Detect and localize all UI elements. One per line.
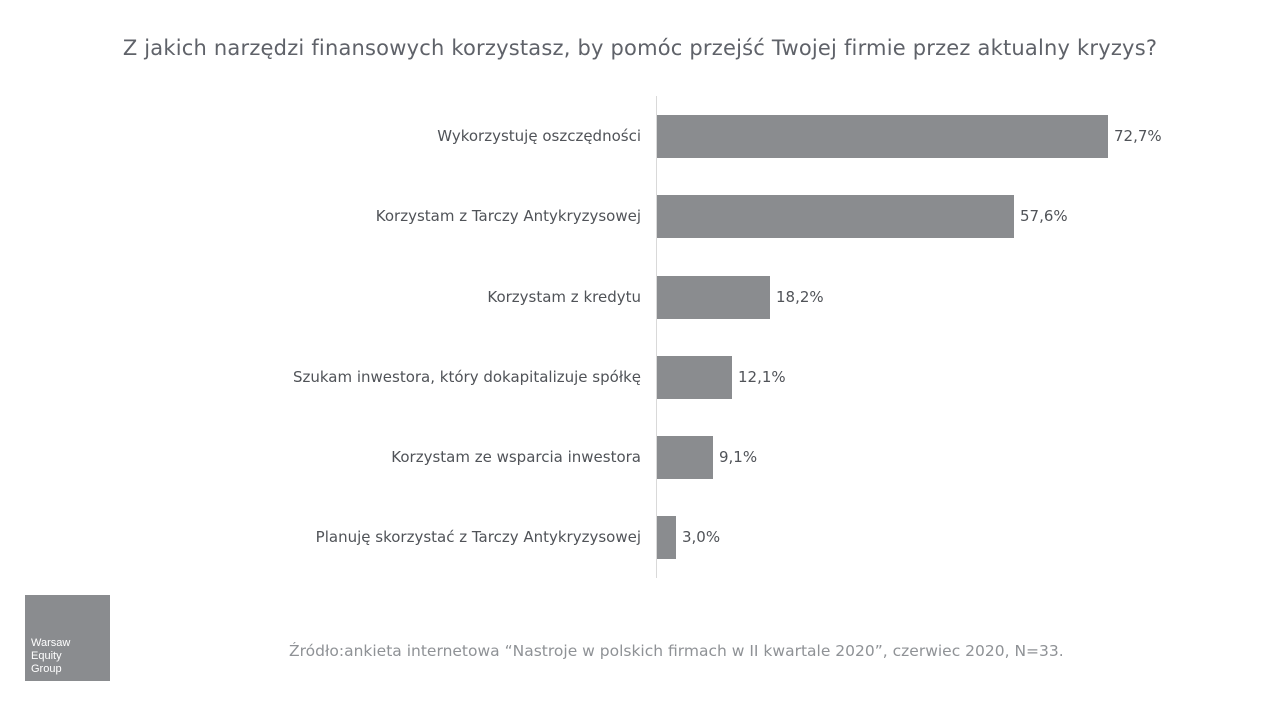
bar-row: Szukam inwestora, który dokapitalizuje s…	[0, 356, 1280, 399]
source-note: Źródło:ankieta internetowa “Nastroje w p…	[289, 642, 1064, 660]
category-axis-line	[656, 96, 657, 578]
logo-line-1: Warsaw	[31, 637, 71, 649]
bar	[657, 115, 1108, 158]
value-label: 57,6%	[1020, 207, 1068, 225]
category-label: Planuję skorzystać z Tarczy Antykryzysow…	[315, 528, 641, 546]
bar-row: Wykorzystuję oszczędności 72,7%	[0, 115, 1280, 158]
value-label: 3,0%	[682, 528, 721, 546]
bar	[657, 356, 732, 399]
value-label: 72,7%	[1114, 127, 1162, 145]
value-label: 18,2%	[776, 288, 824, 306]
category-label: Wykorzystuję oszczędności	[437, 127, 641, 145]
bar-row: Korzystam z Tarczy Antykryzysowej 57,6%	[0, 195, 1280, 238]
category-label: Szukam inwestora, który dokapitalizuje s…	[292, 368, 641, 386]
bar	[657, 516, 676, 559]
logo-line-2: Equity	[31, 650, 62, 662]
bar-row: Korzystam ze wsparcia inwestora 9,1%	[0, 436, 1280, 479]
value-label: 12,1%	[738, 368, 786, 386]
bar	[657, 436, 713, 479]
bar	[657, 276, 770, 319]
category-label: Korzystam z Tarczy Antykryzysowej	[375, 207, 641, 225]
bar-row: Planuję skorzystać z Tarczy Antykryzysow…	[0, 516, 1280, 559]
chart-title: Z jakich narzędzi finansowych korzystasz…	[122, 36, 1158, 60]
category-label: Korzystam z kredytu	[487, 288, 641, 306]
bar	[657, 195, 1014, 238]
category-label: Korzystam ze wsparcia inwestora	[391, 448, 641, 466]
value-label: 9,1%	[719, 448, 758, 466]
company-logo: Warsaw Equity Group	[25, 595, 110, 681]
bar-row: Korzystam z kredytu 18,2%	[0, 276, 1280, 319]
logo-line-3: Group	[31, 663, 62, 675]
